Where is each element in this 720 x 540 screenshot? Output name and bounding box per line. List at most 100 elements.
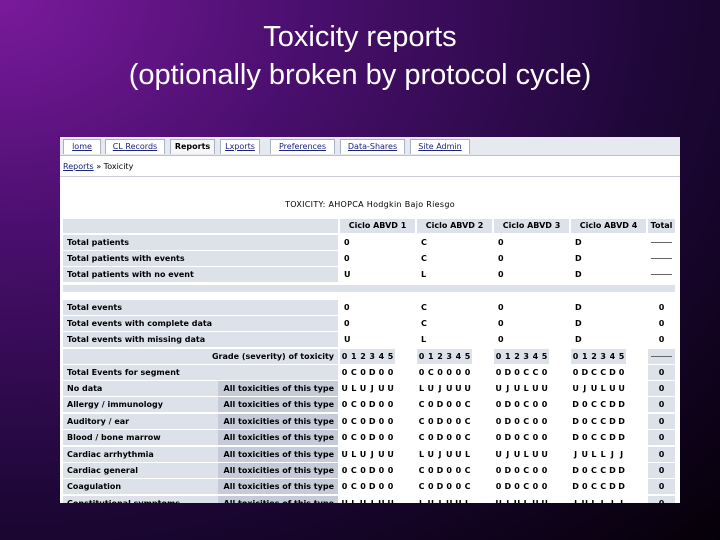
toxicity-label-cardiac-arrhythmia: Cardiac arrhythmia (63, 446, 218, 462)
toxicity-value: J (503, 495, 513, 503)
toxicity-value: J (435, 381, 445, 396)
toxicity-value: 0 (530, 413, 540, 429)
toxicity-value: C (349, 430, 359, 446)
tab-site-admin[interactable]: Site Admin (410, 139, 470, 154)
grade-label: 5 (386, 349, 396, 364)
toxicity-value: D (367, 430, 377, 446)
tab-lxports[interactable]: Lxports (220, 139, 260, 154)
toxicity-value: 0 (580, 397, 590, 413)
toxicity-value: 0 (358, 479, 368, 495)
toxicity-value: U (444, 381, 454, 396)
toxicity-value: 0 (580, 479, 590, 495)
toxicity-value: C (521, 430, 531, 446)
summary-label: Total patients with events (63, 251, 338, 266)
toxicity-value: 0 (340, 479, 350, 495)
grade-label: 1 (426, 349, 436, 364)
toxicity-value: J (367, 446, 377, 462)
toxicity-value: U (386, 446, 396, 462)
toxicity-value: C (521, 479, 531, 495)
toxicity-value: U (386, 495, 396, 503)
toxicity-value: D (607, 463, 617, 478)
toxicity-value: C (521, 413, 531, 429)
toxicity-value: C (598, 463, 608, 478)
toxicity-value: 0 (386, 397, 396, 413)
tab-data-shares[interactable]: Data-Shares (340, 139, 405, 154)
toxicity-value: C (521, 463, 531, 478)
toxicity-value: J (367, 495, 377, 503)
toxicity-value: U (540, 446, 550, 462)
toxicity-total: 0 (648, 413, 675, 429)
toxicity-value: U (340, 495, 350, 503)
segment-value: D (367, 365, 377, 380)
toxicity-value: U (512, 381, 522, 396)
toxicity-value: 0 (453, 463, 463, 478)
toxicity-value: 0 (444, 479, 454, 495)
toxicity-value: D (607, 479, 617, 495)
summary-value: C (417, 300, 492, 315)
toxicity-label-blood-bone-marrow: Blood / bone marrow (63, 430, 218, 446)
toxicity-value: L (349, 381, 359, 396)
toxicity-value: 0 (512, 413, 522, 429)
toxicity-value: D (571, 430, 581, 446)
dash-mark (651, 242, 672, 243)
report-title: TOXICITY: AHOPCA Hodgkin Bajo Riesgo (285, 200, 455, 209)
toxicity-value: 0 (426, 413, 436, 429)
screenshot-panel: lome CL Records Reports Lxports Preferences D… (60, 137, 680, 503)
toxicity-value: 0 (426, 430, 436, 446)
toxicity-value: D (607, 413, 617, 429)
toxicity-label-allergy-immunology: Allergy / immunology (63, 397, 218, 413)
toxicity-value: 0 (540, 397, 550, 413)
tab-reports[interactable]: Reports (170, 139, 215, 154)
summary-value: 0 (494, 251, 569, 266)
toxicity-value: C (463, 463, 473, 478)
segment-value: 0 (340, 365, 350, 380)
toxicity-value: J (435, 446, 445, 462)
toxicity-value: C (598, 413, 608, 429)
summary-value: 0 (494, 235, 569, 250)
grade-label: 0 (571, 349, 581, 364)
toxicity-value: U (494, 495, 504, 503)
toxicity-value: 0 (444, 397, 454, 413)
grade-label: 4 (607, 349, 617, 364)
summary-value: 0 (494, 300, 569, 315)
breadcrumb-current: Toxicity (103, 162, 134, 171)
segment-value: D (607, 365, 617, 380)
toxicity-value: U (512, 446, 522, 462)
toxicity-value: U (530, 446, 540, 462)
summary-value: 0 (340, 235, 415, 250)
tab-lome[interactable]: lome (63, 139, 101, 154)
toxicity-value: C (589, 430, 599, 446)
toxicity-value: J (503, 381, 513, 396)
segment-value: 0 (463, 365, 473, 380)
toxicity-label-cardiac-general: Cardiac general (63, 463, 218, 478)
toxicity-label-constitutional-symptoms: Constitutional symptoms (63, 495, 218, 503)
summary-value: D (571, 300, 646, 315)
toxicity-value: U (386, 381, 396, 396)
grade-label: 2 (435, 349, 445, 364)
toxicity-value: D (617, 397, 627, 413)
toxicity-value: C (463, 413, 473, 429)
segment-value: 0 (386, 365, 396, 380)
toxicity-value: 0 (494, 413, 504, 429)
toxicity-value: D (503, 479, 513, 495)
toxicity-value: U (453, 381, 463, 396)
breadcrumb-reports-link[interactable]: Reports (63, 162, 94, 171)
toxicity-total: 0 (648, 479, 675, 495)
toxicity-value: U (426, 446, 436, 462)
toxicity-value: U (580, 495, 590, 503)
segment-value: 0 (494, 365, 504, 380)
toxicity-value: L (417, 381, 427, 396)
summary-value: U (340, 267, 415, 282)
toxicity-total: 0 (648, 430, 675, 446)
toxicity-value: 0 (512, 479, 522, 495)
segment-value: C (349, 365, 359, 380)
tab-preferences[interactable]: Preferences (270, 139, 335, 154)
grade-label: 3 (444, 349, 454, 364)
summary-value: D (571, 316, 646, 331)
toxicity-value: C (417, 397, 427, 413)
tab-cl-records[interactable]: CL Records (105, 139, 165, 154)
summary-label: Total events with complete data (63, 316, 338, 331)
toxicity-value: D (435, 397, 445, 413)
toxicity-value: 0 (530, 479, 540, 495)
toxicity-value: U (463, 381, 473, 396)
